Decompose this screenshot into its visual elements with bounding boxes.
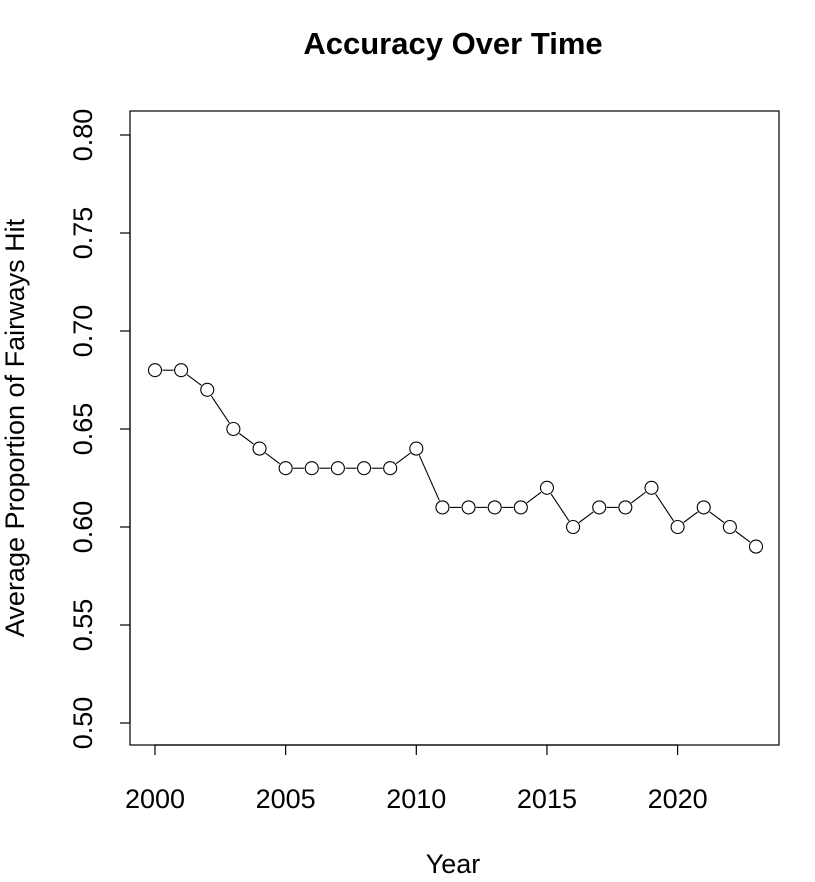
series-line-segment xyxy=(395,452,411,465)
series-line-segment xyxy=(186,374,202,386)
series-line-segment xyxy=(265,452,280,465)
series-line-segment xyxy=(210,395,230,424)
series-line-segment xyxy=(735,531,751,543)
data-point xyxy=(435,500,450,515)
y-tick-label: 0.65 xyxy=(68,403,98,456)
data-point xyxy=(278,461,293,476)
series-line-segment xyxy=(526,491,542,504)
data-point xyxy=(592,500,607,515)
chart-title: Accuracy Over Time xyxy=(303,26,602,61)
series-line-segment xyxy=(655,493,674,522)
x-tick-label: 2010 xyxy=(386,784,446,814)
x-tick-label: 2020 xyxy=(648,784,708,814)
data-point xyxy=(618,500,633,515)
data-point xyxy=(670,519,685,535)
data-point xyxy=(383,461,398,476)
series-line-segment xyxy=(550,493,570,522)
data-point xyxy=(330,461,345,476)
series-line-segment xyxy=(683,511,699,523)
data-point xyxy=(644,480,659,495)
x-axis: 2000 2005 2010 2015 2020 xyxy=(125,744,708,814)
data-point xyxy=(487,500,502,515)
data-point xyxy=(356,461,372,476)
y-tick-label: 0.75 xyxy=(68,207,98,260)
data-point xyxy=(461,500,476,515)
data-point xyxy=(748,539,764,554)
data-point xyxy=(252,441,267,456)
y-tick-label: 0.80 xyxy=(68,109,98,162)
y-tick-label: 0.50 xyxy=(68,697,98,750)
y-tick-label: 0.60 xyxy=(68,501,98,554)
y-tick-label: 0.70 xyxy=(68,305,98,358)
data-point xyxy=(409,441,424,456)
x-axis-label: Year xyxy=(426,849,481,879)
data-point xyxy=(226,421,241,437)
series-line-segment xyxy=(578,511,594,523)
data-point xyxy=(566,519,581,535)
x-tick-label: 2015 xyxy=(517,784,577,814)
data-point xyxy=(147,363,163,378)
x-tick-label: 2005 xyxy=(256,784,316,814)
data-series xyxy=(147,363,764,554)
data-point xyxy=(539,480,555,495)
series-line-segment xyxy=(418,455,440,501)
data-point xyxy=(722,519,737,535)
x-tick-label: 2000 xyxy=(125,784,185,814)
data-point xyxy=(174,363,189,378)
y-tick-label: 0.55 xyxy=(68,599,98,652)
data-point xyxy=(696,500,711,515)
y-axis-label: Average Proportion of Fairways Hit xyxy=(0,218,30,637)
y-axis: 0.50 0.55 0.60 0.65 0.70 0.75 0.80 xyxy=(68,109,131,750)
data-point xyxy=(304,461,319,476)
data-point xyxy=(200,382,215,397)
series-line-segment xyxy=(631,491,646,504)
data-point xyxy=(513,500,528,515)
series-line-segment xyxy=(239,433,254,445)
series-line-segment xyxy=(709,511,725,523)
